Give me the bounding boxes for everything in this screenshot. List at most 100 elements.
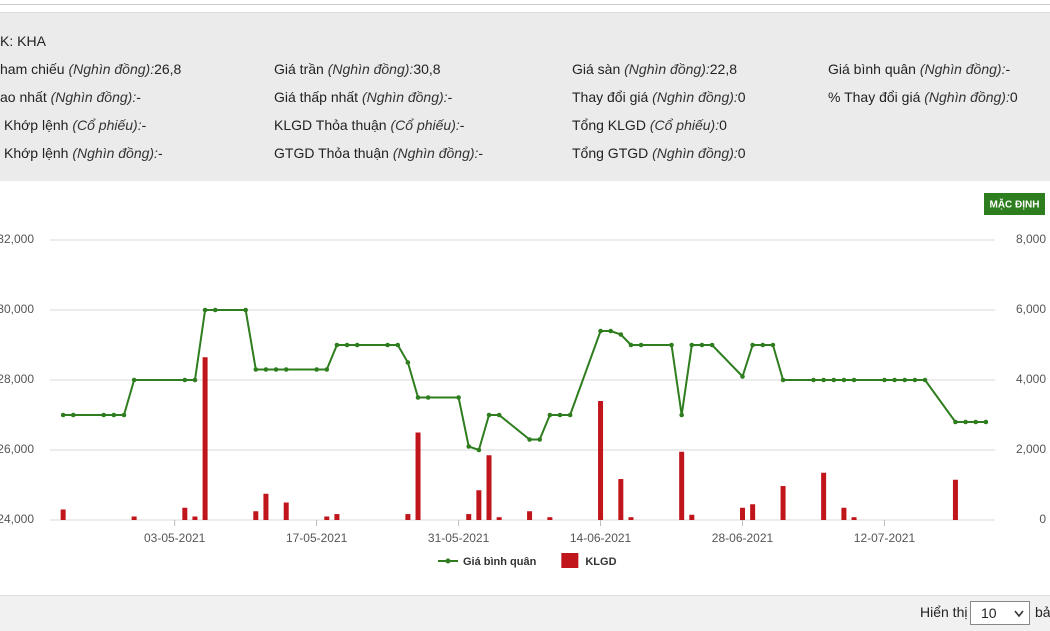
price-dot: [598, 328, 603, 334]
price-dot: [202, 307, 208, 313]
field-value: -: [478, 145, 484, 161]
legend-dot: [445, 558, 451, 564]
field-value: -: [1005, 61, 1011, 77]
price-dot: [385, 342, 390, 348]
field-label: Giá trần: [274, 61, 324, 77]
top-rule: [0, 4, 1050, 5]
field-value: 0: [737, 89, 746, 105]
volume-bar: [841, 507, 847, 520]
info-field: Giá trần (Nghìn đồng):30,8: [274, 61, 441, 77]
default-button-label[interactable]: MẶC ĐỊNH: [990, 198, 1040, 211]
field-unit: (Nghìn đồng):: [652, 89, 738, 105]
volume-bar: [851, 517, 857, 520]
y-tick-label: 24,000: [0, 512, 34, 526]
field-value: 22,8: [709, 61, 737, 77]
price-dot: [344, 342, 350, 348]
price-dot: [273, 367, 279, 372]
field-label: Khớp lệnh: [4, 117, 69, 133]
field-label: Tổng KLGD: [572, 117, 646, 133]
rest-label: bả: [1035, 604, 1050, 620]
price-dot: [618, 332, 624, 337]
price-dot: [101, 412, 106, 418]
info-field: ao nhất (Nghìn đồng):-: [0, 89, 141, 105]
price-dot: [567, 412, 573, 418]
price-dot: [334, 342, 340, 348]
price-dot: [192, 377, 198, 383]
price-dot: [121, 412, 127, 418]
page-size-value[interactable]: 10: [981, 605, 997, 621]
price-dot: [111, 412, 117, 418]
info-panel: K: KHA ham chiếu (Nghìn đồng):26,8 Giá tr…: [0, 12, 1050, 181]
page-size-select[interactable]: 10: [970, 601, 1030, 625]
info-field: ham chiếu (Nghìn đồng):26,8: [0, 61, 181, 77]
price-dot: [699, 342, 705, 348]
field-value: -: [141, 117, 147, 133]
field-label: Giá bình quân: [828, 61, 916, 77]
price-dot: [953, 419, 958, 425]
y-tick-label: 30,000: [0, 302, 34, 316]
price-dot: [740, 374, 745, 379]
volume-bar: [324, 516, 330, 520]
show-label: Hiển thị: [920, 604, 968, 620]
field-unit: (Nghìn đồng):: [924, 89, 1010, 105]
volume-bar: [547, 517, 553, 520]
field-label: Khớp lệnh: [4, 145, 69, 161]
field-value: 0: [1009, 89, 1018, 105]
info-field: Giá sàn (Nghìn đồng):22,8: [572, 61, 737, 77]
price-dot: [780, 377, 786, 383]
price-dot: [283, 367, 289, 372]
price-dot: [263, 367, 269, 372]
field-label: ao nhất: [0, 89, 47, 105]
field-unit: (Nghìn đồng):: [624, 61, 710, 77]
volume-bar: [253, 511, 259, 520]
volume-bar: [415, 432, 421, 520]
volume-bar: [618, 479, 624, 520]
price-dot: [131, 377, 137, 383]
field-label: ham chiếu: [0, 61, 65, 77]
x-tick-label: 03-05-2021: [144, 531, 206, 545]
x-tick-label: 12-07-2021: [854, 531, 916, 545]
price-dot: [324, 367, 330, 372]
y-tick-label: 26,000: [0, 442, 34, 456]
volume-bar: [527, 511, 533, 520]
price-dot: [405, 360, 411, 365]
field-unit: (Nghìn đồng):: [50, 89, 137, 105]
price-dot: [243, 307, 248, 313]
price-dot: [425, 395, 431, 400]
x-tick-label: 17-05-2021: [286, 531, 348, 545]
field-value: 0: [737, 145, 746, 161]
price-dot: [496, 412, 502, 418]
price-dot: [466, 444, 472, 449]
field-label: Giá thấp nhất: [274, 89, 359, 105]
volume-bar: [952, 479, 958, 520]
price-dot: [415, 395, 421, 400]
stock-code: K: KHA: [0, 33, 46, 49]
field-value: 26,8: [154, 61, 182, 77]
volume-bar: [496, 517, 502, 520]
info-field: Giá bình quân (Nghìn đồng):-: [828, 61, 1010, 77]
price-dot: [902, 377, 908, 383]
default-button[interactable]: [984, 193, 1045, 215]
volume-bar: [60, 509, 66, 520]
volume-bar: [466, 514, 472, 520]
y2-tick-label: 6,000: [1016, 302, 1046, 316]
price-dot: [557, 412, 563, 418]
price-dot: [527, 437, 532, 442]
field-value: -: [157, 145, 163, 161]
price-dot: [638, 342, 644, 348]
x-tick-label: 28-06-2021: [712, 531, 774, 545]
price-dot: [750, 342, 755, 348]
volume-bar: [679, 451, 685, 520]
info-field: GTGD Thỏa thuận (Nghìn đồng):-: [274, 145, 483, 161]
info-field: Khớp lệnh (Cổ phiếu):-: [4, 117, 146, 133]
price-dot: [547, 412, 553, 418]
price-dot: [922, 377, 928, 383]
volume-bar: [628, 517, 634, 520]
volume-bar: [283, 502, 289, 520]
x-tick-label: 31-05-2021: [428, 531, 490, 545]
price-dot: [973, 419, 979, 425]
price-dot: [760, 342, 766, 348]
price-dot: [212, 307, 218, 313]
price-dot: [60, 412, 66, 418]
